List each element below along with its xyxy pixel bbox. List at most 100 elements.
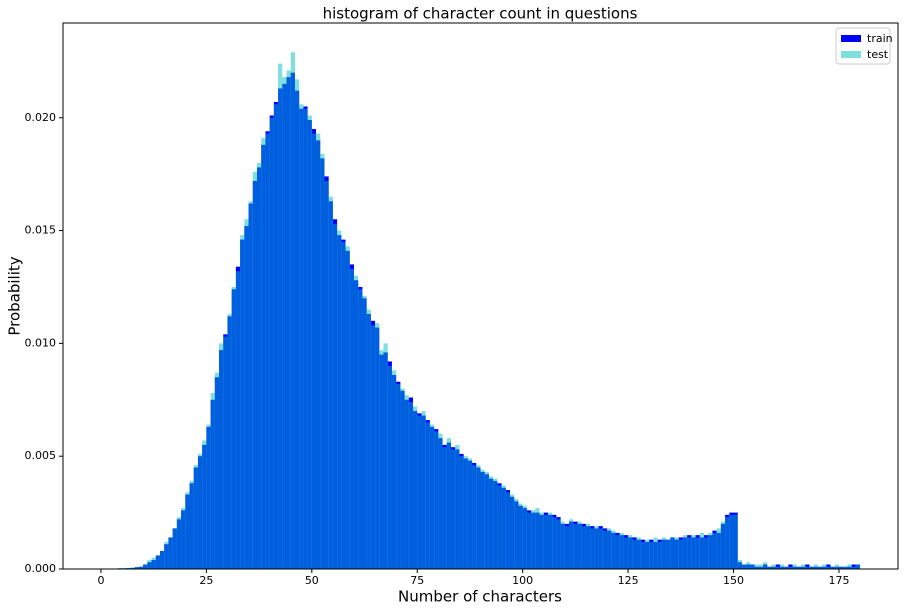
bar xyxy=(796,566,802,569)
bar xyxy=(425,422,430,569)
bar xyxy=(362,296,367,569)
bar xyxy=(404,395,409,569)
legend-label: train xyxy=(867,32,893,45)
bar xyxy=(526,512,532,569)
bar xyxy=(181,508,186,569)
bar xyxy=(737,559,742,569)
bar xyxy=(813,564,818,569)
bar xyxy=(379,350,384,569)
bar xyxy=(307,115,312,569)
bar xyxy=(607,528,612,569)
bar xyxy=(391,370,397,569)
bar xyxy=(602,530,608,569)
bar xyxy=(375,323,380,569)
bar xyxy=(775,566,780,569)
bar xyxy=(219,343,224,569)
bar xyxy=(611,530,616,569)
y-tick-label: 0.015 xyxy=(25,224,57,237)
bar xyxy=(817,566,823,569)
bar xyxy=(678,539,683,569)
bar xyxy=(172,528,177,569)
y-tick-label: 0.000 xyxy=(25,562,57,575)
bar xyxy=(649,541,654,569)
bar xyxy=(805,566,810,569)
bar xyxy=(547,512,553,569)
bar xyxy=(746,562,751,569)
bar xyxy=(256,162,262,570)
bar xyxy=(754,564,759,569)
chart-title: histogram of character count in question… xyxy=(323,5,638,23)
bar xyxy=(788,566,793,569)
bar xyxy=(573,523,578,569)
bar xyxy=(590,528,595,569)
bar xyxy=(345,246,350,569)
bar xyxy=(366,309,371,569)
bar xyxy=(446,438,451,569)
bar xyxy=(138,566,144,569)
bar xyxy=(535,508,540,569)
bar xyxy=(488,476,494,569)
bar xyxy=(771,564,776,569)
bar xyxy=(261,138,266,570)
bar xyxy=(750,564,755,569)
bar xyxy=(784,566,789,569)
bar xyxy=(278,63,283,569)
bar xyxy=(691,535,696,569)
bar xyxy=(531,510,536,569)
bar xyxy=(143,564,148,569)
bar xyxy=(147,559,152,569)
bar xyxy=(615,535,620,569)
bar xyxy=(763,562,768,569)
bar xyxy=(779,564,785,569)
bar xyxy=(417,415,422,569)
bar xyxy=(383,343,388,569)
bar xyxy=(514,499,519,569)
bar xyxy=(560,521,565,569)
legend-swatch xyxy=(841,51,861,58)
bar xyxy=(733,514,738,569)
y-tick-label: 0.010 xyxy=(25,336,57,349)
bar xyxy=(484,471,489,569)
bar xyxy=(682,535,688,569)
bar xyxy=(459,456,464,569)
bar xyxy=(396,383,401,569)
bar xyxy=(463,456,468,569)
bar xyxy=(189,481,194,569)
bar xyxy=(801,564,806,569)
y-axis-label: Probability xyxy=(6,256,24,335)
bar xyxy=(661,537,667,569)
bar xyxy=(729,514,734,569)
bar xyxy=(185,492,190,569)
bar xyxy=(353,275,359,569)
bar xyxy=(337,230,342,569)
bar xyxy=(320,153,325,569)
bar xyxy=(510,494,515,569)
bar xyxy=(168,537,173,569)
bar xyxy=(303,108,308,569)
bar xyxy=(585,523,591,569)
bar xyxy=(720,521,726,569)
bar xyxy=(450,449,456,569)
bar xyxy=(282,77,287,570)
bar xyxy=(202,440,207,569)
bar xyxy=(408,402,414,569)
bar xyxy=(286,70,291,570)
bar xyxy=(716,528,721,569)
bar xyxy=(518,503,523,569)
plot-frame xyxy=(62,22,899,570)
bar xyxy=(455,444,460,569)
bar xyxy=(370,325,376,569)
bar xyxy=(522,505,527,569)
bar xyxy=(653,537,658,569)
bar xyxy=(130,567,135,569)
bar xyxy=(227,314,232,569)
legend-swatch xyxy=(841,35,861,42)
bar xyxy=(290,52,295,570)
x-tick-label: 75 xyxy=(410,574,424,587)
bar xyxy=(644,539,650,569)
bar xyxy=(623,537,629,569)
bar xyxy=(843,566,848,569)
bar xyxy=(640,541,645,569)
x-tick-label: 150 xyxy=(723,574,744,587)
